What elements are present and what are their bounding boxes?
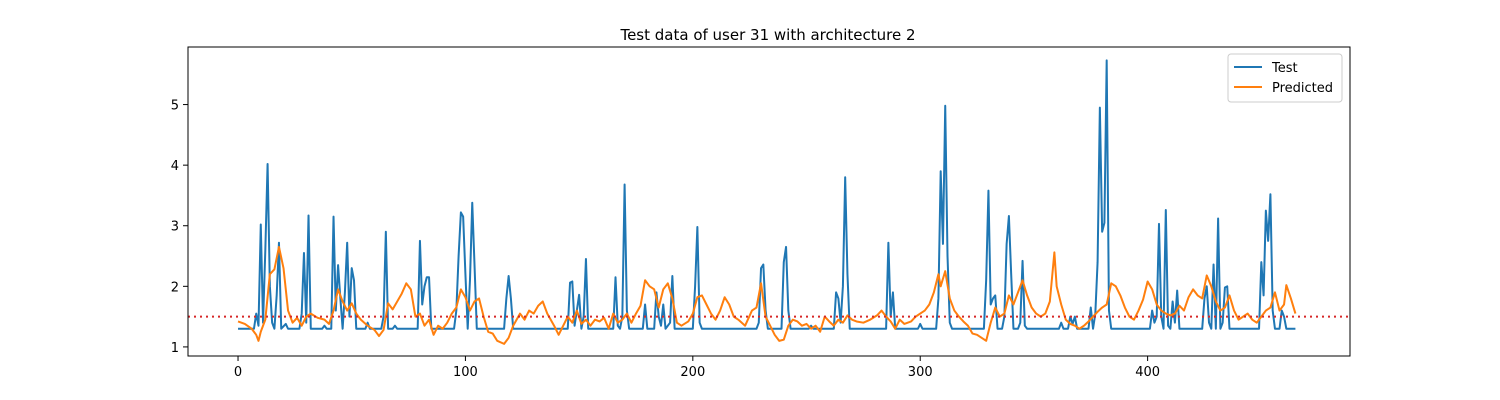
y-tick-label: 4 [171, 159, 179, 174]
y-tick-label: 3 [171, 220, 179, 235]
x-axis: 0 100 200 300 400 [234, 356, 1160, 380]
axes-frame [187, 46, 1351, 357]
x-tick-label: 0 [234, 365, 242, 380]
x-tick-label: 300 [908, 365, 933, 380]
legend: Test Predicted [1227, 53, 1343, 103]
series-line-test [238, 59, 1296, 330]
x-tick-label: 200 [680, 365, 705, 380]
x-tick-label: 400 [1135, 365, 1160, 380]
y-tick-label: 1 [171, 341, 179, 356]
y-tick-label: 2 [171, 280, 179, 295]
chart-title: Test data of user 31 with architecture 2 [619, 26, 915, 44]
x-tick-label: 100 [453, 365, 478, 380]
series-line-predicted [237, 245, 1297, 345]
legend-label-test: Test [1271, 61, 1298, 76]
y-axis: 1 2 3 4 5 [171, 99, 188, 356]
y-tick-label: 5 [171, 99, 179, 114]
legend-label-predicted: Predicted [1272, 81, 1333, 96]
plot-area [188, 59, 1350, 345]
